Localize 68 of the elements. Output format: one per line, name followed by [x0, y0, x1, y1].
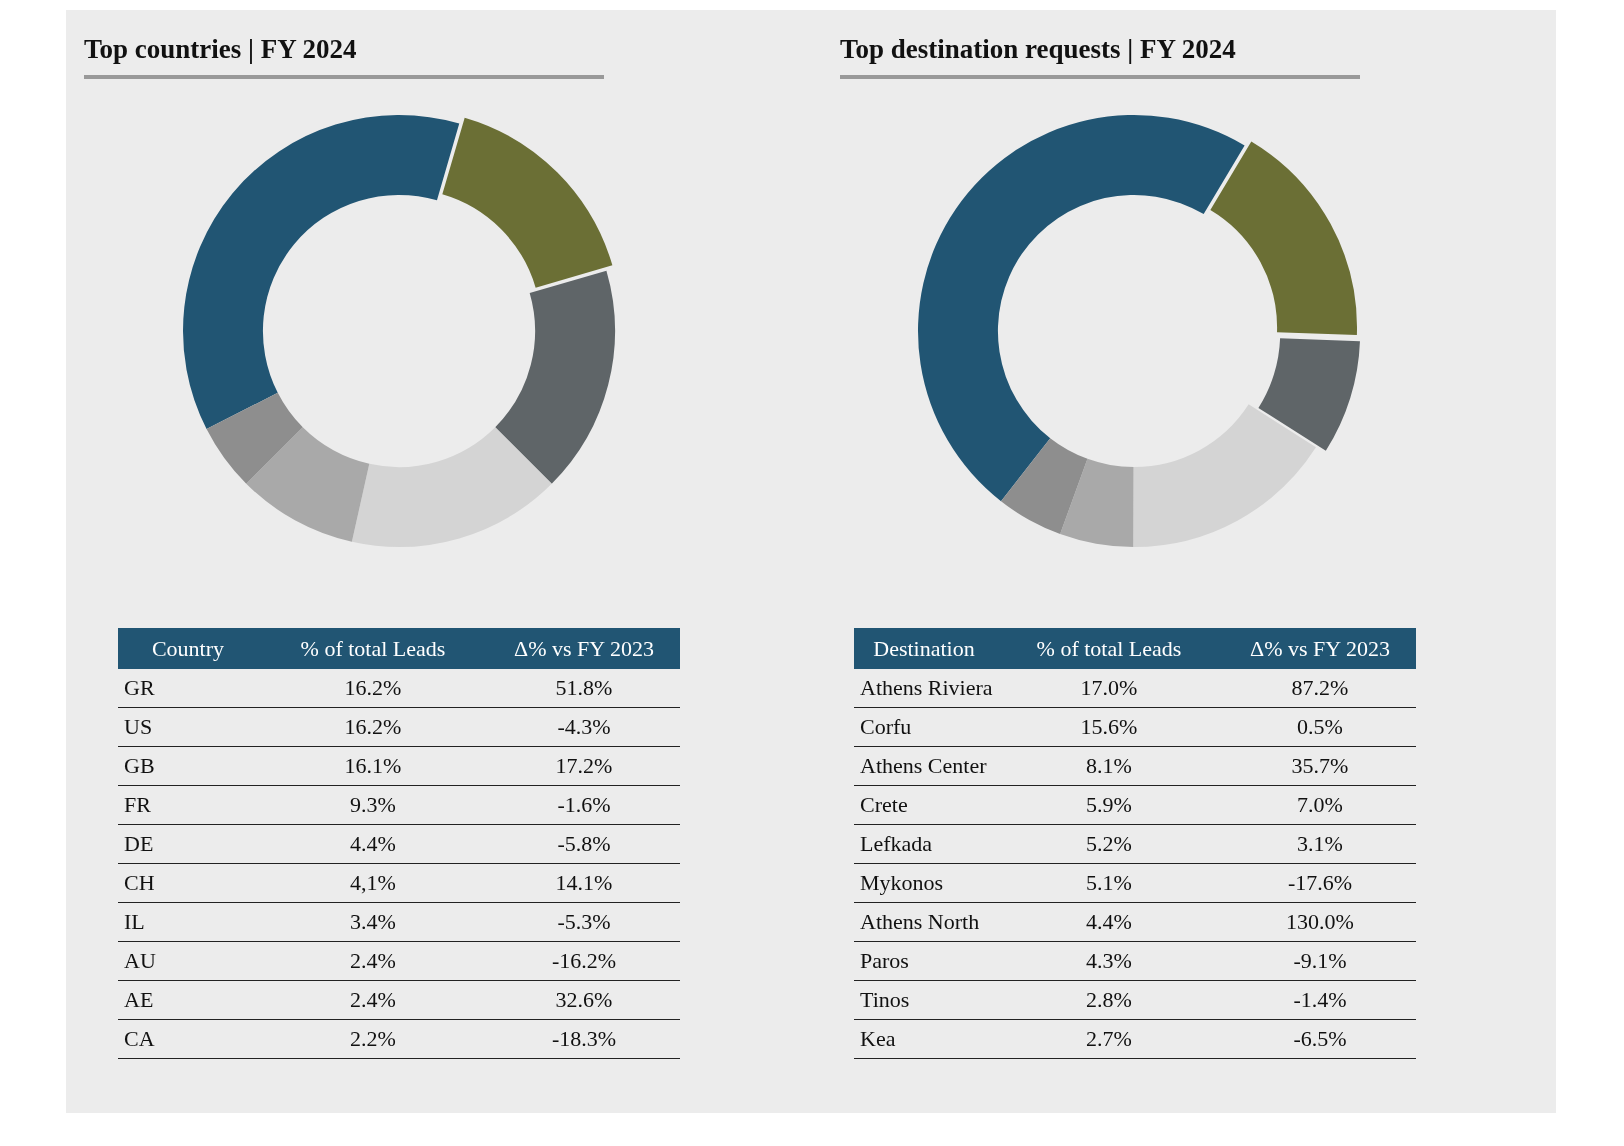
text: Δ% vs FY 2023 [488, 628, 680, 669]
chart-title: Top destination requests | FY 2024 [840, 34, 1360, 79]
category-label: FR [118, 785, 258, 825]
data-label: 51.8% [488, 669, 680, 708]
category-label: IL [118, 902, 258, 942]
data-label: 130.0% [1224, 902, 1416, 942]
category-label: Athens Center [854, 746, 994, 786]
data-label: 4,1% [258, 863, 488, 903]
category-label: GR [118, 669, 258, 708]
data-label: 35.7% [1224, 746, 1416, 786]
data-label: 8.1% [994, 746, 1224, 786]
category-label: CH [118, 863, 258, 903]
category-label: Kea [854, 1019, 994, 1059]
data-label: 4.3% [994, 941, 1224, 981]
data-label: -1.4% [1224, 980, 1416, 1020]
data-label: 2.7% [994, 1019, 1224, 1059]
data-label: -6.5% [1224, 1019, 1416, 1059]
data-label: 17.0% [994, 669, 1224, 708]
category-label: Athens Riviera [854, 669, 994, 708]
category-label: Athens North [854, 902, 994, 942]
data-label: 7.0% [1224, 785, 1416, 825]
data-label: -16.2% [488, 941, 680, 981]
data-label: 3.4% [258, 902, 488, 942]
data-label: 2.4% [258, 941, 488, 981]
data-label: -5.8% [488, 824, 680, 864]
category-label: CA [118, 1019, 258, 1059]
data-label: -5.3% [488, 902, 680, 942]
data-label: 2.2% [258, 1019, 488, 1059]
text: % of total Leads [258, 628, 488, 669]
chart-title: Top countries | FY 2024 [84, 34, 604, 79]
data-label: 5.1% [994, 863, 1224, 903]
category-label: AU [118, 941, 258, 981]
data-label: 4.4% [258, 824, 488, 864]
data-label: 9.3% [258, 785, 488, 825]
data-label: 0.5% [1224, 707, 1416, 747]
text: Destination [854, 628, 994, 669]
data-label: -1.6% [488, 785, 680, 825]
data-label: 15.6% [994, 707, 1224, 747]
data-label: -18.3% [488, 1019, 680, 1059]
category-label: Corfu [854, 707, 994, 747]
data-label: 16.2% [258, 669, 488, 708]
text: % of total Leads [994, 628, 1224, 669]
data-label: -4.3% [488, 707, 680, 747]
category-label: AE [118, 980, 258, 1020]
category-label: Paros [854, 941, 994, 981]
data-label: 16.1% [258, 746, 488, 786]
data-label: 4.4% [994, 902, 1224, 942]
data-label: 17.2% [488, 746, 680, 786]
category-label: Mykonos [854, 863, 994, 903]
category-label: GB [118, 746, 258, 786]
category-label: Lefkada [854, 824, 994, 864]
text: Country [118, 628, 258, 669]
data-label: 16.2% [258, 707, 488, 747]
data-label: 5.2% [994, 824, 1224, 864]
data-label: 87.2% [1224, 669, 1416, 708]
data-label: 32.6% [488, 980, 680, 1020]
data-label: -17.6% [1224, 863, 1416, 903]
data-label: 2.4% [258, 980, 488, 1020]
data-label: 3.1% [1224, 824, 1416, 864]
data-label: 5.9% [994, 785, 1224, 825]
category-label: DE [118, 824, 258, 864]
data-label: 14.1% [488, 863, 680, 903]
data-label: -9.1% [1224, 941, 1416, 981]
category-label: Tinos [854, 980, 994, 1020]
text: Δ% vs FY 2023 [1224, 628, 1416, 669]
data-label: 2.8% [994, 980, 1224, 1020]
category-label: US [118, 707, 258, 747]
category-label: Crete [854, 785, 994, 825]
